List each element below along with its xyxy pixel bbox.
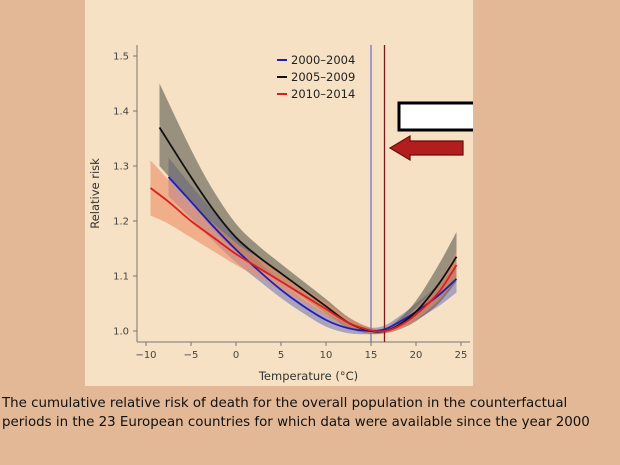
x-tick-label: 25 [455, 350, 468, 361]
left-arrow-icon [388, 134, 464, 162]
series-line-2 [149, 187, 458, 333]
y-tick-label: 1.0 [113, 327, 129, 338]
y-tick-label: 1.4 [113, 107, 129, 118]
x-tick-label: 0 [233, 350, 239, 361]
series-line-0 [167, 176, 458, 332]
figure-caption: The cumulative relative risk of death fo… [2, 396, 590, 430]
y-tick-label: 1.2 [113, 217, 129, 228]
annotations [388, 101, 473, 162]
series-lines [149, 127, 458, 333]
reference-lines [370, 45, 386, 342]
axes: −10 −5 0 5 10 15 20 25 1.0 1.1 1.2 1.3 1.4 1.5 Tempera… [88, 45, 470, 383]
x-tick-label: 10 [320, 350, 333, 361]
x-tick-label: 5 [278, 350, 284, 361]
confidence-band-2 [150, 160, 457, 334]
series-line-1 [158, 127, 458, 333]
x-axis-title: Temperature (°C) [258, 369, 358, 383]
legend-label: 2010–2014 [291, 87, 355, 101]
legend: 2000–2004 2005–2009 2010–2014 [277, 53, 355, 101]
redacted-label-box [397, 101, 473, 132]
y-tick-label: 1.3 [113, 162, 129, 173]
x-tick-label: 15 [365, 350, 378, 361]
legend-label: 2005–2009 [291, 70, 355, 84]
relative-risk-chart: −10 −5 0 5 10 15 20 25 1.0 1.1 1.2 1.3 1.4 1.5 Tempera… [88, 45, 473, 383]
legend-label: 2000–2004 [291, 53, 355, 67]
x-tick-label: 20 [410, 350, 423, 361]
y-tick-label: 1.5 [113, 52, 129, 63]
y-axis-title: Relative risk [88, 158, 102, 229]
x-tick-label: −10 [135, 350, 156, 361]
y-tick-label: 1.1 [113, 272, 129, 283]
chart-panel: −10 −5 0 5 10 15 20 25 1.0 1.1 1.2 1.3 1.4 1.5 Tempera… [85, 0, 473, 386]
x-tick-label: −5 [184, 350, 199, 361]
